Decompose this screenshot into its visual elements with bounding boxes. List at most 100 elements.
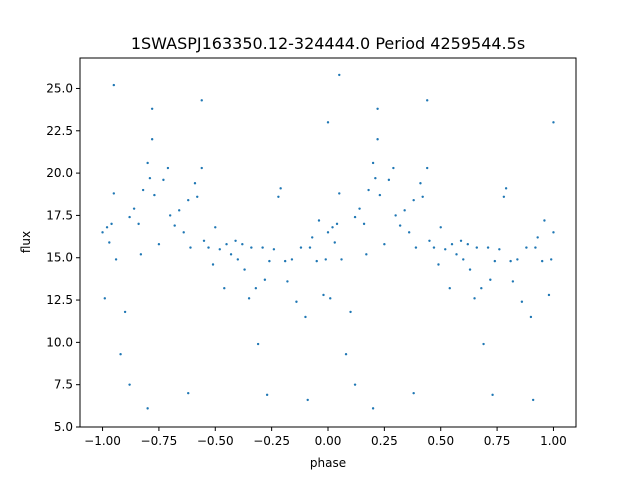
data-point (547, 293, 551, 297)
data-point (486, 246, 490, 249)
data-point (187, 391, 190, 395)
data-point (146, 407, 149, 410)
data-point (426, 166, 429, 170)
data-point (331, 226, 334, 229)
data-point (178, 209, 181, 212)
data-point (254, 287, 258, 290)
data-point (362, 222, 366, 226)
data-point (315, 259, 318, 263)
y-axis-label: flux (19, 231, 33, 253)
data-point (426, 99, 429, 102)
data-point (279, 187, 282, 190)
data-point (108, 241, 111, 244)
data-point (162, 178, 165, 182)
data-point (119, 353, 122, 356)
data-point (256, 342, 260, 346)
data-point (132, 207, 136, 210)
data-point (295, 300, 298, 303)
data-point (437, 263, 440, 266)
data-point (311, 236, 314, 239)
data-point (241, 242, 244, 246)
data-point (550, 258, 553, 261)
data-point (214, 226, 217, 229)
data-point (324, 258, 327, 261)
data-point (412, 198, 415, 202)
data-point (146, 161, 149, 165)
data-point (414, 246, 418, 249)
data-point (468, 268, 472, 271)
data-point (286, 280, 289, 283)
data-point (139, 253, 143, 256)
data-point (475, 246, 478, 249)
data-point (407, 231, 411, 234)
data-point (218, 248, 221, 251)
y-tick-label: 20.0 (46, 166, 73, 180)
data-point (358, 207, 361, 210)
data-point (329, 297, 332, 300)
data-point (448, 287, 451, 290)
data-point (250, 246, 253, 249)
data-point (263, 278, 267, 281)
data-point (466, 242, 469, 246)
data-point (419, 182, 422, 185)
data-point (353, 383, 357, 386)
data-point (376, 138, 379, 141)
data-point (137, 222, 140, 226)
data-point (173, 224, 176, 227)
data-point (317, 219, 321, 222)
data-point (202, 239, 206, 243)
data-point (187, 198, 190, 202)
data-point (101, 231, 104, 234)
data-point (367, 188, 370, 192)
data-point (459, 239, 463, 243)
data-point (290, 258, 294, 261)
data-point (394, 214, 397, 217)
data-point (229, 253, 233, 256)
x-axis-ticks: −1.00 −0.75 −0.50 −0.25 0.00 0.25 0.50 0.75 1.00 (84, 427, 567, 448)
data-point (439, 226, 442, 229)
data-point (265, 393, 269, 397)
data-point (153, 193, 156, 197)
data-point (398, 224, 402, 227)
data-point (543, 219, 546, 222)
x-tick-label: −0.50 (197, 434, 234, 448)
data-point (552, 231, 555, 234)
data-point (534, 246, 537, 249)
data-point (428, 239, 431, 243)
data-point (489, 278, 492, 281)
data-point (247, 297, 251, 300)
data-point (196, 195, 199, 198)
data-point (168, 214, 172, 217)
x-axis-label: phase (310, 456, 346, 470)
data-point (349, 310, 352, 314)
data-point (335, 222, 339, 226)
y-tick-label: 10.0 (46, 335, 73, 349)
data-point (299, 246, 303, 249)
data-point (189, 246, 192, 249)
data-point (200, 99, 203, 102)
data-point (112, 83, 116, 87)
y-tick-label: 5.0 (54, 420, 73, 434)
data-point (277, 195, 280, 198)
data-point (272, 248, 276, 251)
data-point (223, 287, 226, 290)
data-point (482, 342, 485, 346)
data-point (450, 242, 454, 246)
data-point (207, 246, 210, 249)
x-tick-label: 0.00 (315, 434, 342, 448)
y-tick-label: 22.5 (46, 124, 73, 138)
data-point (491, 393, 494, 397)
data-point (338, 192, 341, 195)
data-point (392, 166, 395, 170)
data-point (455, 253, 458, 256)
data-point (473, 297, 476, 300)
data-point (509, 259, 512, 263)
data-point (211, 263, 215, 266)
data-point (421, 195, 424, 198)
data-point (114, 258, 118, 261)
data-point (148, 176, 152, 180)
data-point (371, 407, 375, 410)
y-tick-label: 17.5 (46, 208, 73, 222)
